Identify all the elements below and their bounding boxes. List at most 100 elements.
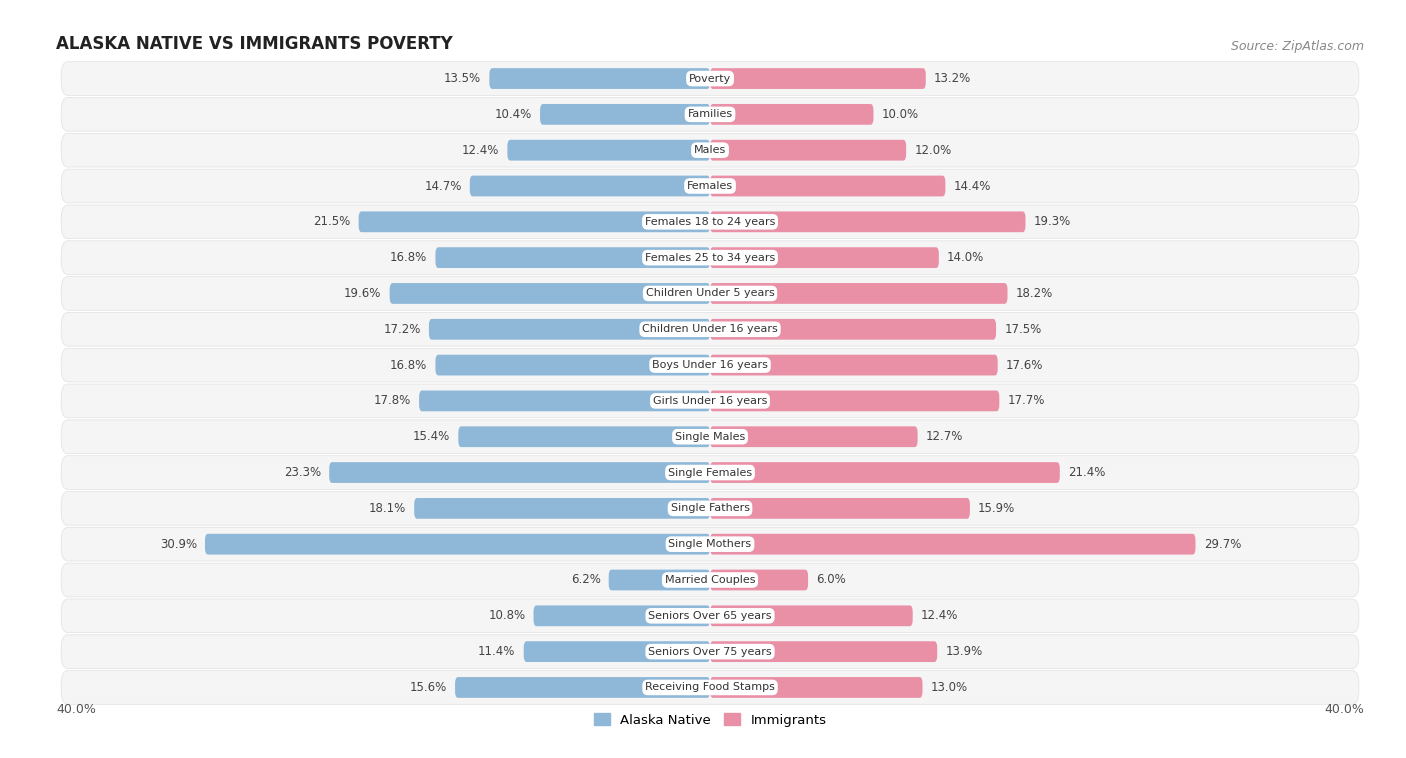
FancyBboxPatch shape [710, 534, 1195, 555]
Text: Girls Under 16 years: Girls Under 16 years [652, 396, 768, 406]
FancyBboxPatch shape [710, 498, 970, 518]
FancyBboxPatch shape [710, 247, 939, 268]
Text: Married Couples: Married Couples [665, 575, 755, 585]
Text: Source: ZipAtlas.com: Source: ZipAtlas.com [1230, 40, 1364, 54]
FancyBboxPatch shape [60, 169, 1360, 203]
FancyBboxPatch shape [710, 68, 925, 89]
FancyBboxPatch shape [60, 634, 1360, 669]
Text: 11.4%: 11.4% [478, 645, 516, 658]
FancyBboxPatch shape [60, 491, 1360, 525]
FancyBboxPatch shape [710, 569, 808, 590]
Text: Males: Males [695, 146, 725, 155]
Text: 13.5%: 13.5% [444, 72, 481, 85]
FancyBboxPatch shape [710, 606, 912, 626]
FancyBboxPatch shape [60, 98, 1360, 131]
FancyBboxPatch shape [523, 641, 710, 662]
Text: 14.7%: 14.7% [425, 180, 461, 193]
Text: 23.3%: 23.3% [284, 466, 321, 479]
FancyBboxPatch shape [710, 176, 945, 196]
FancyBboxPatch shape [60, 456, 1360, 490]
Text: 12.0%: 12.0% [914, 144, 952, 157]
Text: 16.8%: 16.8% [389, 359, 427, 371]
Text: 16.8%: 16.8% [389, 251, 427, 264]
FancyBboxPatch shape [489, 68, 710, 89]
FancyBboxPatch shape [458, 426, 710, 447]
Legend: Alaska Native, Immigrants: Alaska Native, Immigrants [588, 708, 832, 732]
Text: 6.0%: 6.0% [817, 574, 846, 587]
FancyBboxPatch shape [470, 176, 710, 196]
Text: Single Females: Single Females [668, 468, 752, 478]
FancyBboxPatch shape [60, 133, 1360, 167]
FancyBboxPatch shape [436, 355, 710, 375]
Text: 17.2%: 17.2% [384, 323, 420, 336]
FancyBboxPatch shape [359, 211, 710, 232]
Text: 17.7%: 17.7% [1008, 394, 1045, 407]
Text: Females 25 to 34 years: Females 25 to 34 years [645, 252, 775, 262]
Text: 18.2%: 18.2% [1015, 287, 1053, 300]
FancyBboxPatch shape [60, 241, 1360, 274]
Text: 12.7%: 12.7% [925, 431, 963, 443]
Text: 10.4%: 10.4% [495, 108, 531, 121]
FancyBboxPatch shape [60, 528, 1360, 561]
Text: 17.5%: 17.5% [1004, 323, 1042, 336]
Text: Families: Families [688, 109, 733, 119]
FancyBboxPatch shape [60, 384, 1360, 418]
Text: 19.6%: 19.6% [344, 287, 381, 300]
FancyBboxPatch shape [60, 563, 1360, 597]
Text: Seniors Over 75 years: Seniors Over 75 years [648, 647, 772, 656]
Text: 15.4%: 15.4% [413, 431, 450, 443]
Text: 19.3%: 19.3% [1033, 215, 1071, 228]
FancyBboxPatch shape [436, 247, 710, 268]
FancyBboxPatch shape [710, 283, 1008, 304]
FancyBboxPatch shape [609, 569, 710, 590]
Text: 29.7%: 29.7% [1204, 537, 1241, 550]
Text: 13.0%: 13.0% [931, 681, 967, 694]
Text: 40.0%: 40.0% [1324, 703, 1364, 716]
Text: 17.8%: 17.8% [374, 394, 411, 407]
FancyBboxPatch shape [429, 319, 710, 340]
Text: Boys Under 16 years: Boys Under 16 years [652, 360, 768, 370]
Text: Single Mothers: Single Mothers [668, 539, 752, 550]
FancyBboxPatch shape [456, 677, 710, 698]
Text: Receiving Food Stamps: Receiving Food Stamps [645, 682, 775, 693]
FancyBboxPatch shape [710, 677, 922, 698]
FancyBboxPatch shape [60, 599, 1360, 633]
Text: 21.5%: 21.5% [314, 215, 350, 228]
FancyBboxPatch shape [508, 139, 710, 161]
Text: 15.6%: 15.6% [409, 681, 447, 694]
Text: Seniors Over 65 years: Seniors Over 65 years [648, 611, 772, 621]
FancyBboxPatch shape [710, 319, 995, 340]
FancyBboxPatch shape [60, 420, 1360, 453]
Text: Females: Females [688, 181, 733, 191]
Text: ALASKA NATIVE VS IMMIGRANTS POVERTY: ALASKA NATIVE VS IMMIGRANTS POVERTY [56, 36, 453, 54]
Text: 21.4%: 21.4% [1069, 466, 1105, 479]
Text: 10.0%: 10.0% [882, 108, 918, 121]
FancyBboxPatch shape [710, 462, 1060, 483]
FancyBboxPatch shape [60, 671, 1360, 704]
FancyBboxPatch shape [710, 390, 1000, 412]
Text: 14.4%: 14.4% [953, 180, 991, 193]
FancyBboxPatch shape [419, 390, 710, 412]
FancyBboxPatch shape [533, 606, 710, 626]
Text: Poverty: Poverty [689, 74, 731, 83]
FancyBboxPatch shape [60, 312, 1360, 346]
FancyBboxPatch shape [710, 641, 938, 662]
Text: 17.6%: 17.6% [1005, 359, 1043, 371]
Text: Children Under 5 years: Children Under 5 years [645, 289, 775, 299]
Text: 13.2%: 13.2% [934, 72, 972, 85]
Text: 6.2%: 6.2% [571, 574, 600, 587]
Text: 13.9%: 13.9% [945, 645, 983, 658]
Text: 14.0%: 14.0% [948, 251, 984, 264]
Text: 30.9%: 30.9% [160, 537, 197, 550]
FancyBboxPatch shape [710, 355, 998, 375]
FancyBboxPatch shape [710, 211, 1025, 232]
FancyBboxPatch shape [415, 498, 710, 518]
FancyBboxPatch shape [60, 205, 1360, 239]
Text: 18.1%: 18.1% [368, 502, 406, 515]
FancyBboxPatch shape [710, 139, 905, 161]
FancyBboxPatch shape [60, 348, 1360, 382]
Text: 12.4%: 12.4% [461, 144, 499, 157]
FancyBboxPatch shape [329, 462, 710, 483]
Text: 10.8%: 10.8% [488, 609, 526, 622]
FancyBboxPatch shape [60, 277, 1360, 310]
